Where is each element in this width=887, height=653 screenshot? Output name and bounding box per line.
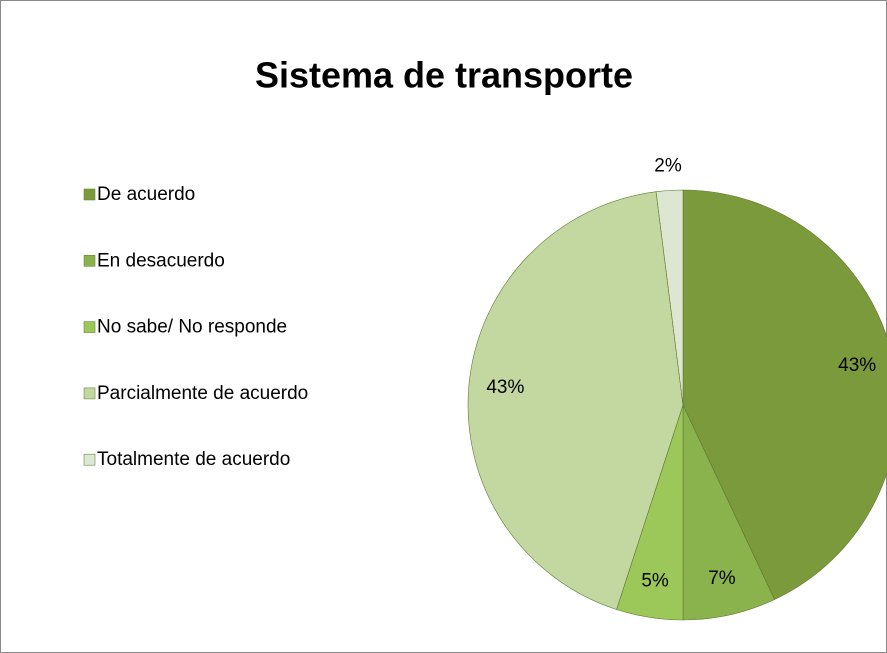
data-label: 2% — [654, 155, 682, 176]
legend-swatch — [83, 188, 96, 201]
data-label: 43% — [486, 377, 524, 398]
legend-swatch — [83, 453, 96, 466]
legend-label: En desacuerdo — [97, 250, 225, 271]
legend-label: No sabe/ No responde — [97, 317, 287, 338]
chart-title: Sistema de transporte — [255, 55, 633, 96]
data-label: 43% — [838, 355, 876, 376]
data-label: 7% — [708, 568, 736, 589]
legend-label: De acuerdo — [97, 184, 195, 205]
legend-swatch — [83, 255, 96, 267]
data-label: 5% — [641, 570, 669, 591]
pie-slice — [655, 189, 684, 406]
legend-swatch — [83, 321, 96, 333]
pie-slice — [682, 189, 887, 600]
legend-label: Parcialmente de acuerdo — [97, 383, 308, 404]
pie-slice — [467, 191, 684, 610]
legend-swatch — [83, 387, 96, 400]
legend-label: Totalmente de acuerdo — [97, 449, 290, 470]
